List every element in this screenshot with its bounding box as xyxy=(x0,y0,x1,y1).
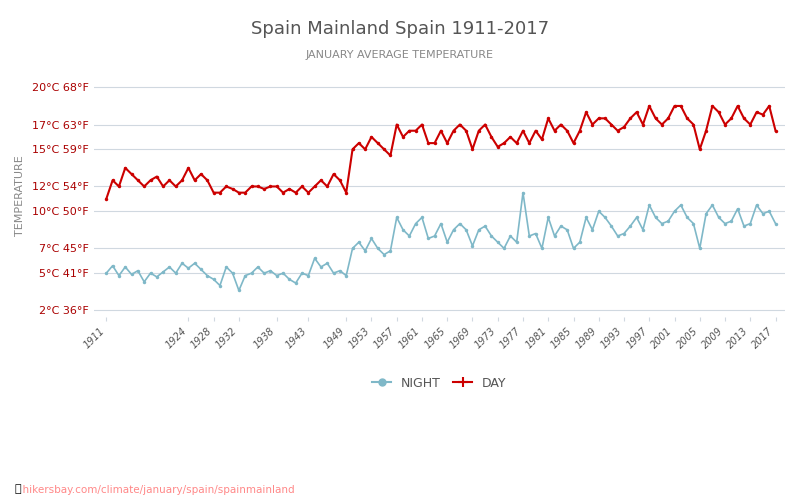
Text: hikersbay.com/climate/january/spain/spainmainland: hikersbay.com/climate/january/spain/spai… xyxy=(16,485,294,495)
Text: Spain Mainland Spain 1911-2017: Spain Mainland Spain 1911-2017 xyxy=(251,20,549,38)
Y-axis label: TEMPERATURE: TEMPERATURE xyxy=(15,156,25,236)
Text: 📍: 📍 xyxy=(14,484,21,494)
Text: JANUARY AVERAGE TEMPERATURE: JANUARY AVERAGE TEMPERATURE xyxy=(306,50,494,60)
Legend: NIGHT, DAY: NIGHT, DAY xyxy=(367,372,511,395)
